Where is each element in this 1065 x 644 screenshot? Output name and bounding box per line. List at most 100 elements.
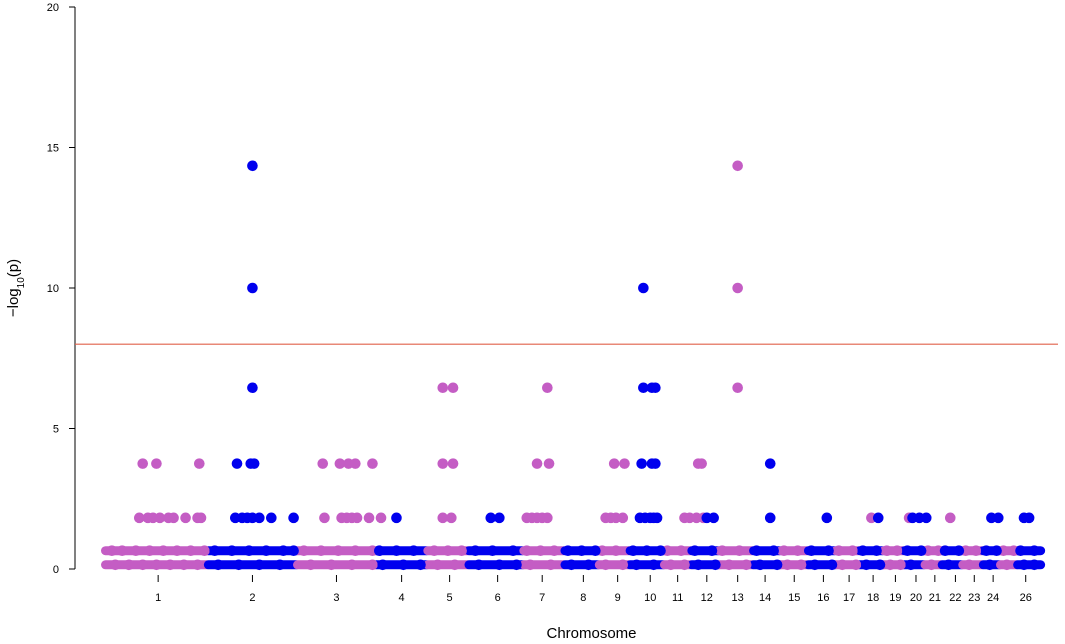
data-point: [600, 559, 611, 571]
data-point: [542, 382, 553, 394]
data-point: [367, 559, 378, 571]
data-point: [706, 545, 718, 557]
data-point: [106, 545, 118, 557]
data-point: [648, 559, 659, 571]
data-point: [248, 458, 260, 469]
x-tick-label: 16: [817, 592, 829, 604]
data-point: [963, 559, 975, 571]
data-point: [970, 545, 982, 557]
data-point: [562, 545, 574, 557]
data-point: [194, 458, 205, 469]
data-point: [944, 512, 956, 524]
x-tick-label: 24: [987, 592, 999, 604]
data-point: [650, 458, 661, 469]
data-point: [192, 559, 203, 571]
data-point: [1018, 559, 1030, 571]
data-point: [548, 545, 560, 557]
data-point: [247, 160, 258, 172]
data-point: [1001, 559, 1013, 571]
data-point: [408, 545, 419, 557]
data-point: [494, 559, 505, 571]
data-point: [764, 458, 776, 469]
data-point: [608, 458, 620, 469]
chromosome-band-1: [101, 546, 212, 556]
data-point: [298, 545, 310, 557]
data-point: [212, 559, 224, 571]
data-point: [130, 545, 142, 557]
data-point: [123, 559, 135, 571]
data-point: [288, 545, 299, 557]
x-tick-label: 8: [580, 592, 586, 604]
data-point: [576, 545, 587, 557]
data-point: [180, 512, 191, 524]
data-point: [821, 512, 833, 524]
data-point: [992, 512, 1004, 524]
data-point: [437, 382, 449, 394]
data-point: [233, 559, 245, 571]
data-point: [650, 382, 661, 394]
data-point: [332, 545, 344, 557]
data-point: [980, 545, 992, 557]
data-point: [627, 545, 639, 557]
data-point: [920, 512, 932, 524]
y-tick-label: 0: [53, 564, 59, 576]
x-tick-label: 21: [929, 592, 941, 604]
data-point: [754, 559, 766, 571]
data-point: [247, 282, 258, 294]
data-point: [326, 559, 337, 571]
data-point: [543, 458, 555, 469]
data-point: [521, 545, 533, 557]
data-point: [185, 545, 197, 557]
data-point: [391, 512, 402, 524]
data-point: [610, 545, 622, 557]
y-tick-label: 20: [47, 2, 59, 14]
data-point: [751, 545, 762, 557]
data-point: [485, 512, 497, 524]
data-point: [367, 458, 378, 469]
data-point: [1015, 545, 1026, 557]
data-point: [638, 382, 649, 394]
data-point: [891, 545, 903, 557]
x-tick-label: 1: [155, 592, 161, 604]
data-point: [319, 512, 330, 524]
data-point: [350, 545, 361, 557]
data-point: [1023, 512, 1035, 524]
data-point: [274, 559, 286, 571]
data-point: [926, 559, 937, 571]
data-point: [636, 458, 647, 469]
data-point: [991, 545, 1002, 557]
data-point: [428, 545, 440, 557]
data-point: [432, 559, 443, 571]
y-tick-label: 15: [47, 143, 59, 155]
data-point: [857, 545, 869, 557]
data-point: [943, 559, 954, 571]
data-point: [363, 512, 375, 524]
data-point: [231, 458, 243, 469]
data-point: [199, 545, 210, 557]
data-point: [1028, 559, 1040, 571]
data-point: [377, 559, 389, 571]
data-point: [178, 559, 190, 571]
data-point: [809, 559, 821, 571]
data-point: [732, 382, 743, 394]
data-point: [334, 458, 346, 469]
data-point: [288, 512, 299, 524]
data-point: [137, 458, 149, 469]
data-point: [116, 545, 128, 557]
data-point: [631, 559, 642, 571]
data-point: [346, 559, 358, 571]
x-tick-label: 3: [333, 592, 339, 604]
data-point: [350, 458, 361, 469]
y-axis-title: −log10(p): [5, 259, 27, 317]
data-point: [375, 512, 387, 524]
data-point: [524, 559, 536, 571]
data-point: [823, 545, 834, 557]
data-point: [209, 545, 221, 557]
data-point: [939, 545, 951, 557]
data-point: [133, 512, 145, 524]
x-tick-label: 2: [249, 592, 255, 604]
data-point: [884, 559, 896, 571]
x-tick-label: 9: [615, 592, 621, 604]
data-point: [456, 545, 467, 557]
data-point: [494, 512, 505, 524]
